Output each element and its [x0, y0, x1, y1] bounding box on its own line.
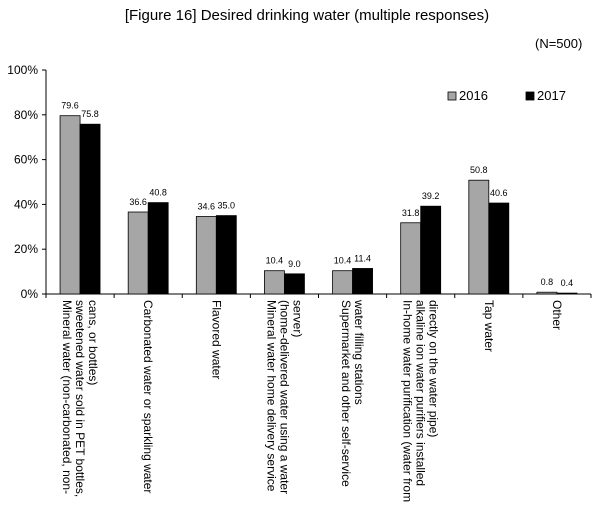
- data-label-2016: 36.6: [129, 197, 147, 207]
- data-label-2017: 0.4: [561, 278, 574, 288]
- category-label: Tap water: [482, 300, 496, 352]
- data-label-2016: 10.4: [334, 256, 352, 266]
- legend-swatch-2017: [525, 91, 535, 101]
- chart-legend: 2016 2017: [447, 88, 566, 103]
- category-label: Flavored water: [209, 300, 223, 379]
- bar-2016: [195, 216, 217, 295]
- bar-2016: [332, 270, 353, 295]
- legend-label-2016: 2016: [459, 88, 488, 103]
- category-label: Mineral water home delivery service: [264, 300, 278, 492]
- data-label-2017: 11.4: [354, 253, 371, 263]
- data-label-2016: 10.4: [266, 256, 284, 266]
- data-label-2017: 40.8: [149, 188, 167, 198]
- chart-data-labels: 79.6 36.6 34.6 10.4 10.4 31.8 50.8 0.8 75.8 40.8 3…: [61, 101, 573, 288]
- data-label-2017: 75.8: [81, 109, 99, 119]
- bar-2016: [264, 270, 285, 295]
- category-label: Mineral water (non-carbonated, non-: [60, 300, 74, 494]
- chart-title: [Figure 16] Desired drinking water (mult…: [124, 7, 490, 24]
- bar-2016: [127, 211, 149, 295]
- category-label: cans, or bottles): [86, 300, 100, 385]
- category-label: Other: [550, 300, 564, 330]
- y-tick-label: 20%: [14, 242, 38, 256]
- bar-2017: [79, 123, 101, 295]
- category-label: In-home water purification (water from: [401, 300, 415, 502]
- data-label-2016: 0.8: [541, 277, 554, 287]
- category-label: Carbonated water or sparkling water: [141, 300, 155, 493]
- data-label-2017: 35.0: [218, 201, 236, 211]
- data-label-2016: 79.6: [61, 101, 79, 111]
- bar-2016: [59, 115, 81, 295]
- data-label-2016: 31.8: [402, 208, 420, 218]
- chart-bars: [59, 115, 578, 295]
- legend-swatch-2016: [447, 91, 457, 101]
- bar-2017: [215, 215, 237, 295]
- chart-category-labels: Mineral water (non-carbonated, non-sweet…: [60, 299, 564, 502]
- category-label: water filling stations: [352, 299, 366, 405]
- sample-size-note: (N=500): [535, 36, 583, 51]
- bar-2017: [556, 292, 578, 295]
- category-label: sweetened water sold in PET bottles,: [73, 300, 87, 497]
- data-label-2017: 9.0: [288, 259, 301, 269]
- legend-label-2017: 2017: [537, 88, 566, 103]
- data-label-2017: 39.2: [422, 191, 440, 201]
- category-label: Supermarket and other self-service: [339, 300, 353, 487]
- y-tick-label: 100%: [7, 63, 38, 77]
- category-label: (home-delivered water using a water: [277, 300, 291, 494]
- category-label: alkaline ion water purifiers installed: [414, 300, 428, 486]
- bar-2017: [488, 202, 510, 295]
- bar-2017: [284, 273, 305, 295]
- y-tick-label: 0%: [21, 287, 39, 301]
- bar-2017: [352, 268, 373, 295]
- data-label-2016: 50.8: [470, 165, 488, 175]
- bar-2016: [536, 291, 558, 295]
- category-label: directly on the water pipe): [427, 300, 441, 437]
- bar-2016: [400, 222, 422, 295]
- bar-2017: [147, 202, 169, 295]
- y-tick-label: 80%: [14, 108, 38, 122]
- bar-2016: [468, 179, 490, 295]
- data-label-2017: 40.6: [490, 188, 508, 198]
- data-label-2016: 34.6: [198, 201, 216, 211]
- category-label: server): [290, 300, 304, 337]
- bar-2017: [420, 205, 442, 295]
- y-tick-label: 60%: [14, 153, 38, 167]
- y-tick-label: 40%: [14, 197, 38, 211]
